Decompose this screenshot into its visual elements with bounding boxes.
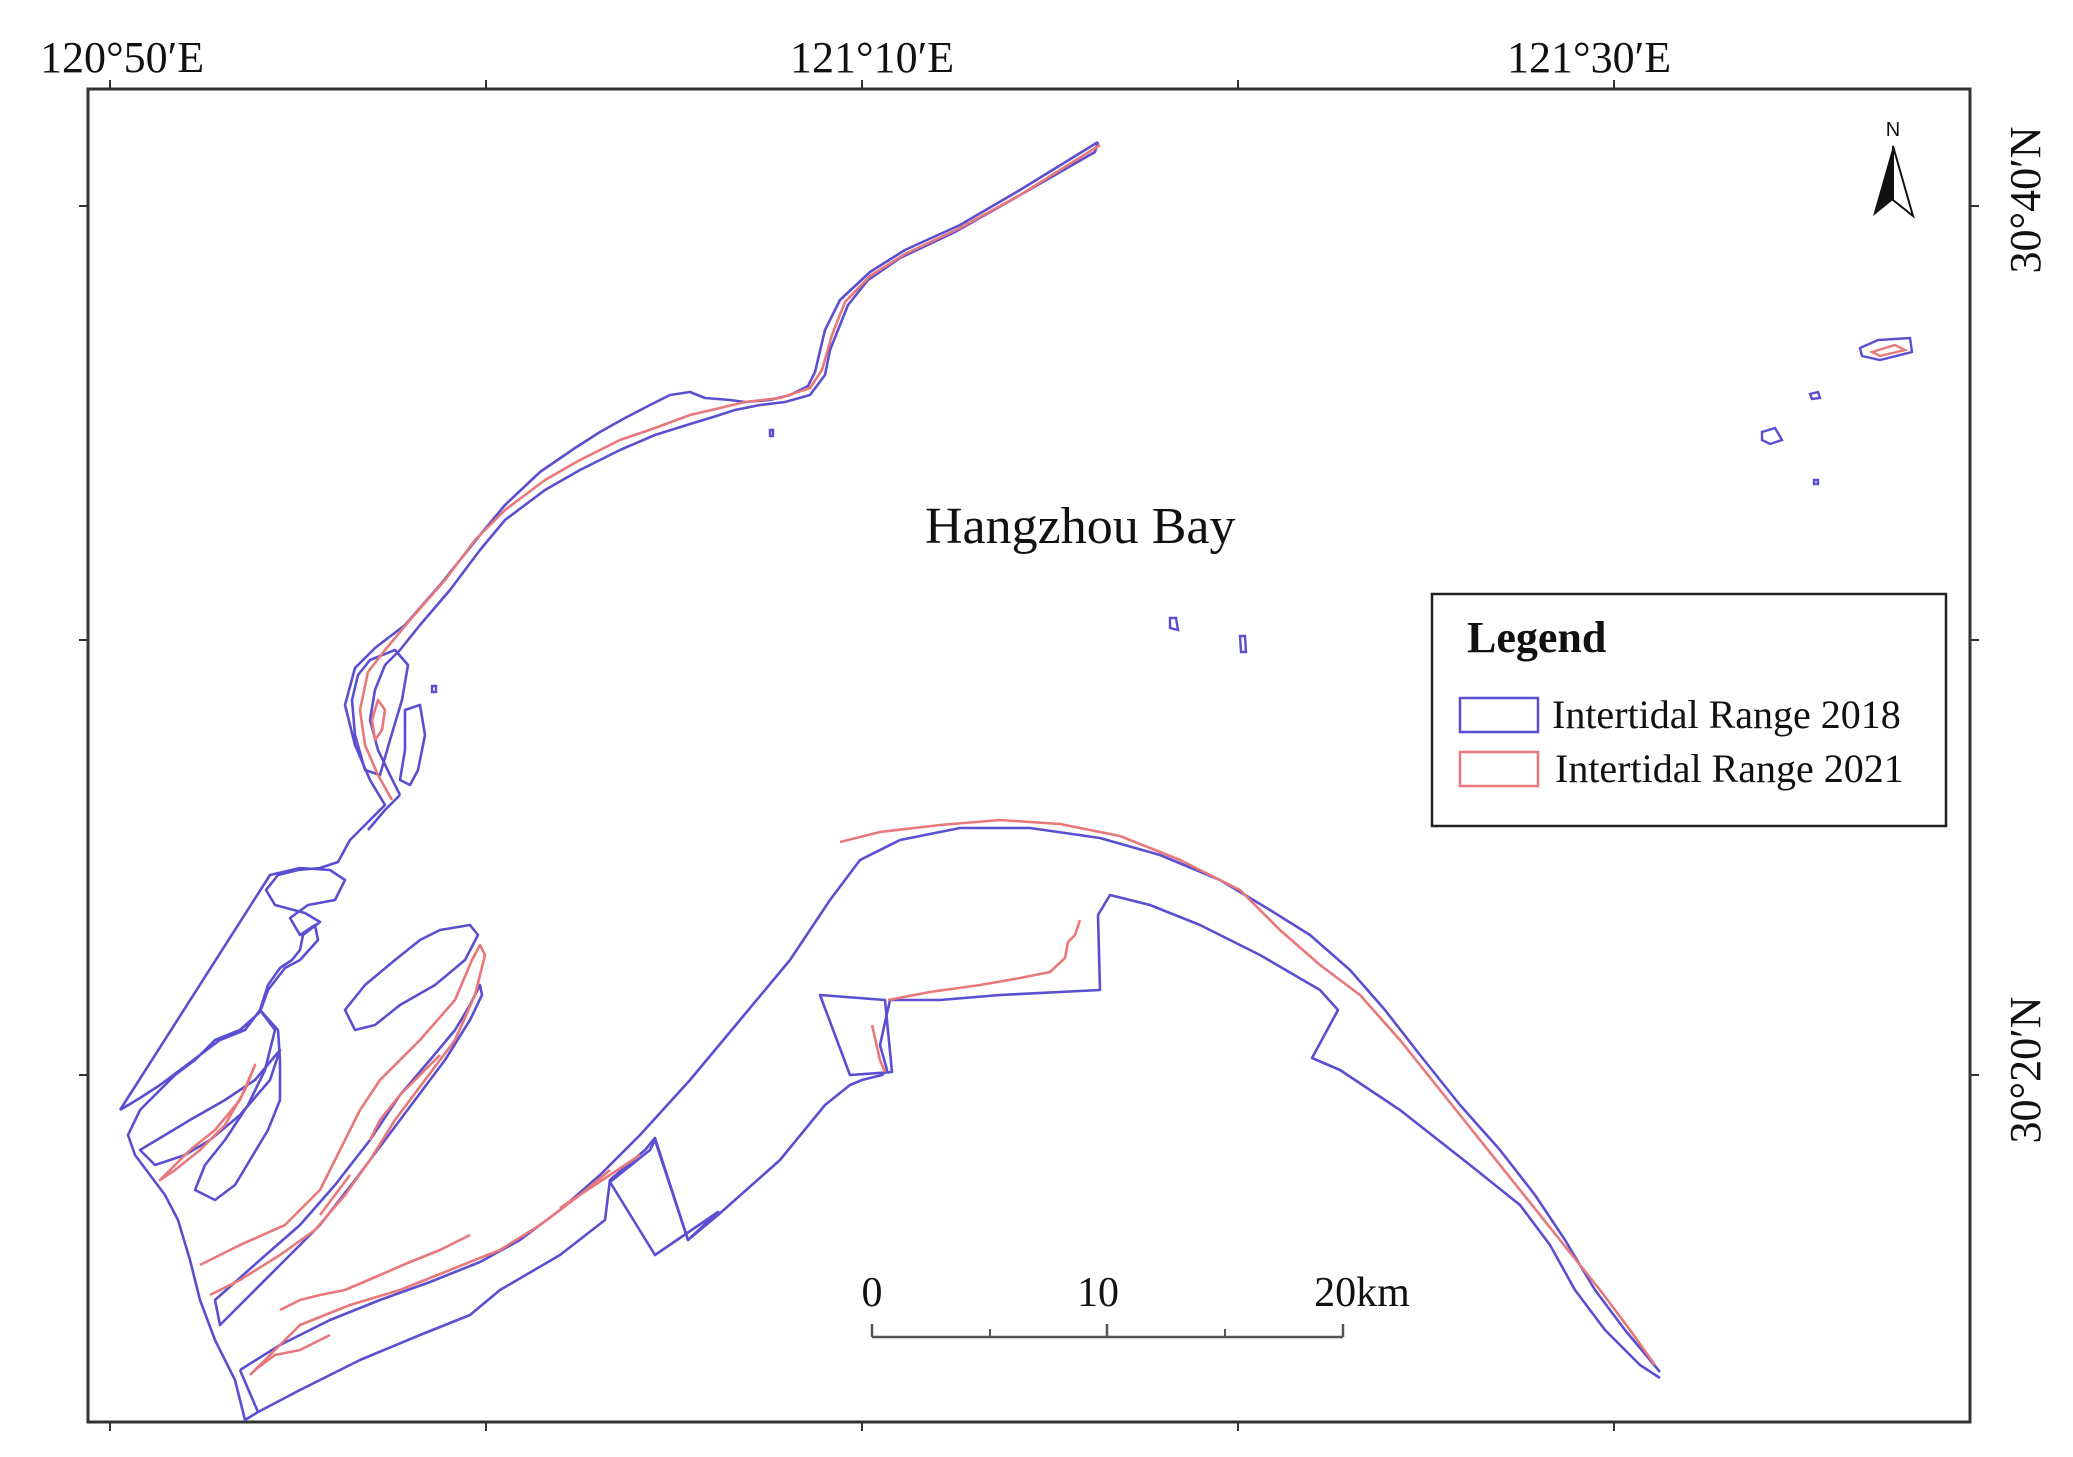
lat-label-1: 30°40′N <box>2001 127 2050 274</box>
scale-label-0: 0 <box>862 1270 883 1316</box>
intertidal-range-2018 <box>118 140 1661 1422</box>
lat-label-2: 30°20′N <box>2001 997 2050 1144</box>
north-arrow-icon: N <box>1873 119 1915 219</box>
legend: Legend Intertidal Range 2018 Intertidal … <box>1430 592 1948 828</box>
legend-title: Legend <box>1467 613 1606 662</box>
legend-swatch-2018 <box>1458 696 1540 734</box>
scale-bar: 0 10 20km <box>862 1270 1410 1339</box>
lon-label-1: 120°50′E <box>40 33 204 82</box>
svg-text:N: N <box>1886 119 1900 141</box>
islands <box>430 336 1914 694</box>
place-label: Hangzhou Bay <box>925 498 1235 555</box>
scale-label-20km: 20km <box>1314 1270 1410 1316</box>
legend-label-2021: Intertidal Range 2021 <box>1555 746 1904 791</box>
intertidal-range-2021 <box>158 143 1657 1376</box>
lon-label-2: 121°10′E <box>790 33 954 82</box>
frame-ticks <box>79 80 1979 1431</box>
legend-label-2018: Intertidal Range 2018 <box>1552 692 1901 737</box>
map-frame <box>86 87 1972 1424</box>
scale-label-10: 10 <box>1077 1270 1119 1316</box>
legend-swatch-2021 <box>1458 750 1540 788</box>
lon-label-3: 121°30′E <box>1507 33 1671 82</box>
